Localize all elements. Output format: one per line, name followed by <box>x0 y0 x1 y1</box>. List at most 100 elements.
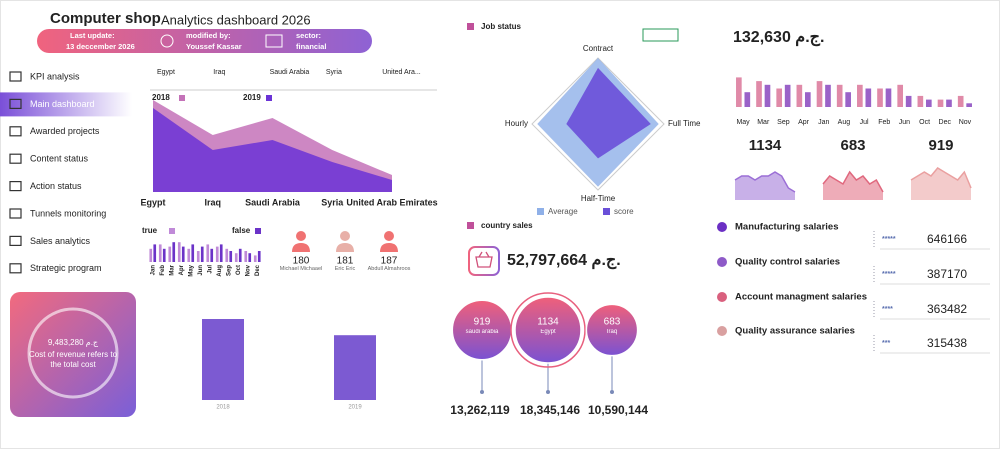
area-line <box>910 167 972 189</box>
x-tick-label: Saudi Arabia <box>245 197 301 207</box>
salary-dot <box>717 326 727 336</box>
bubble <box>585 303 639 357</box>
nav-icon <box>9 98 22 110</box>
axis-label: Half-Time <box>581 194 616 203</box>
bar <box>744 92 751 107</box>
chart-title: 1134 <box>749 137 782 154</box>
person-count: 180 <box>293 256 310 267</box>
person-name-box: Abdull Almahroos <box>367 266 411 272</box>
legend-swatch <box>537 208 544 215</box>
bar <box>776 88 783 107</box>
bar <box>804 92 811 107</box>
nav-item[interactable]: Content status <box>30 154 89 164</box>
bubble-label: Iraq <box>606 329 618 335</box>
bar <box>885 88 892 107</box>
nav-active <box>0 92 132 117</box>
nav-item[interactable]: Main dashboard <box>30 99 95 109</box>
salary-label: Account managment salaries <box>735 292 867 303</box>
bar <box>836 84 843 107</box>
bubble-label-box: Egypt <box>540 329 555 335</box>
x-tick-label: Nov <box>245 264 251 276</box>
legend-swatch <box>179 95 185 101</box>
nav-icon <box>9 263 22 274</box>
bubble-total: 18,345,146 <box>520 403 580 417</box>
title-swatch <box>467 23 474 30</box>
nav-item[interactable]: Strategic program <box>30 263 102 273</box>
bubble-label-box: saudi arabia <box>466 329 499 335</box>
person-name: Michael Michaael <box>279 266 323 272</box>
top-label: Egypt <box>157 69 175 76</box>
x-tick-label: Apr <box>179 264 185 275</box>
x-tick-label: Iraq <box>204 197 221 207</box>
nav-item[interactable]: Awarded projects <box>30 126 100 136</box>
cost-ring <box>27 307 119 399</box>
person-head <box>384 231 394 241</box>
x-tick-label: Jan <box>150 265 156 276</box>
person-count: 181 <box>337 256 354 267</box>
area <box>735 172 795 200</box>
bar <box>865 88 872 107</box>
bar <box>253 255 257 262</box>
bar <box>917 95 924 107</box>
bubble-value: 683 <box>604 317 621 328</box>
x-tick-label: United Arab Emirates <box>346 197 437 207</box>
salary-stars: ***** <box>882 271 896 278</box>
bar <box>229 251 233 262</box>
x-tick-label: Aug <box>217 265 223 277</box>
bubble-value: 1134 <box>537 317 559 328</box>
nav-item[interactable]: Sales analytics <box>30 236 91 246</box>
x-tick-label: Syria <box>321 197 344 207</box>
axis-label: Contract <box>583 44 614 53</box>
bar <box>238 248 242 262</box>
person-head <box>340 231 350 241</box>
top-label: United Ara... <box>382 69 421 76</box>
legend-swatch <box>169 228 175 234</box>
nav-item[interactable]: Action status <box>30 181 82 191</box>
sales-total: 52,797,664 ج.م. <box>507 252 621 270</box>
x-tick-label: Sep <box>226 265 232 276</box>
bar <box>897 84 904 107</box>
bar <box>206 244 210 262</box>
person-count: 187 <box>381 256 398 267</box>
x-tick-label: Oct <box>919 119 930 126</box>
legend-label: false <box>232 226 251 235</box>
bar <box>162 248 166 262</box>
bar <box>957 95 964 107</box>
legend-label: score <box>614 207 634 216</box>
bar <box>334 335 376 400</box>
chart-title: 132,630 ج.م. <box>733 29 824 47</box>
nav-item[interactable]: Tunnels monitoring <box>30 208 106 218</box>
person-body <box>380 243 398 252</box>
person-name-box: Michael Michaael <box>279 266 323 272</box>
axis-label: Hourly <box>505 119 528 128</box>
field-label: modified by: <box>186 31 231 40</box>
top-label: Iraq <box>213 69 225 76</box>
x-tick-label: Sep <box>777 119 790 126</box>
field-label: Last update: <box>70 31 115 40</box>
bubble-total: 10,590,144 <box>588 403 648 417</box>
bar <box>784 84 791 107</box>
bar <box>248 253 252 262</box>
bar <box>966 103 972 107</box>
x-tick-label: Dec <box>939 119 952 126</box>
subtitle: Analytics dashboard 2026 <box>161 12 311 27</box>
salary-stars: **** <box>882 306 893 313</box>
bar <box>225 248 229 262</box>
nav-icon <box>9 71 22 82</box>
bar <box>191 244 195 262</box>
person-name: Abdull Almahroos <box>367 266 411 272</box>
top-label: Saudi Arabia <box>270 69 310 76</box>
nav-item[interactable]: KPI analysis <box>30 71 80 81</box>
x-tick-label: 2019 <box>348 405 362 411</box>
x-tick-label: Nov <box>959 119 972 126</box>
salary-stars: *** <box>882 340 890 347</box>
salary-label: Manufacturing salaries <box>735 222 838 233</box>
bar <box>736 77 742 107</box>
chart-title: 919 <box>928 137 953 154</box>
bar <box>168 246 172 262</box>
field-label: sector: <box>296 31 321 40</box>
nav-icon <box>9 181 22 192</box>
bar <box>172 242 176 262</box>
top-label: Syria <box>326 69 342 76</box>
bubble <box>514 296 582 364</box>
